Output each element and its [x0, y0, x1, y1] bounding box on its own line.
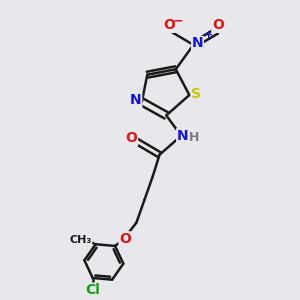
Text: N: N [177, 129, 188, 143]
Text: O: O [163, 18, 175, 32]
Text: S: S [191, 87, 201, 101]
Text: O: O [126, 131, 137, 146]
Text: CH₃: CH₃ [70, 235, 92, 245]
Text: +: + [204, 29, 213, 40]
Text: O: O [212, 18, 224, 32]
Text: H: H [189, 131, 200, 144]
Text: Cl: Cl [85, 283, 100, 297]
Text: N: N [130, 94, 142, 107]
Text: O: O [119, 232, 131, 246]
Text: N: N [192, 37, 203, 50]
Text: −: − [173, 14, 183, 28]
